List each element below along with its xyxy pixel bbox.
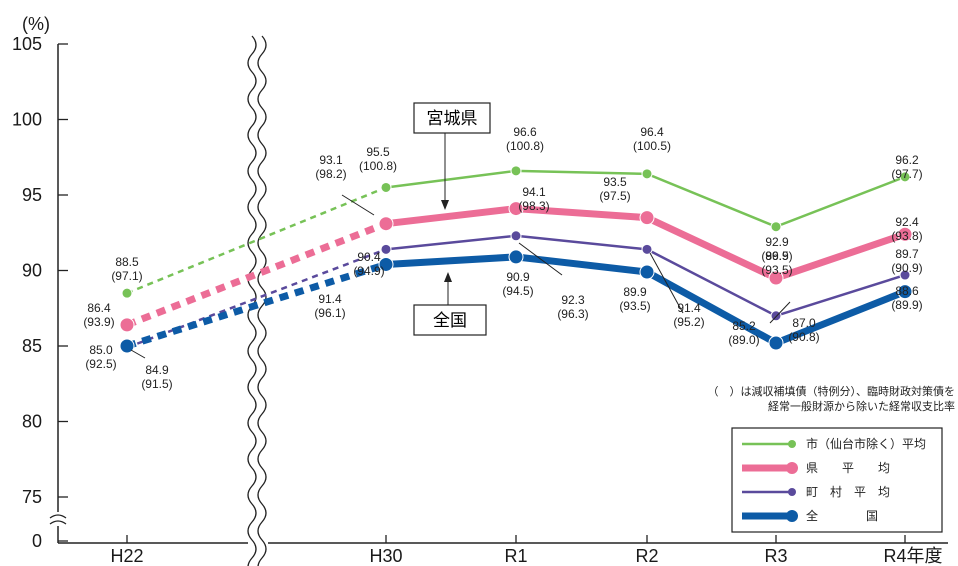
legend-item-shi: 市（仙台市除く）平均 [742,436,926,451]
data-label-ken: 94.1 (98.3) [518,185,549,213]
series-shi-dashed-segment [126,186,387,295]
data-label-shi: 96.2 (97.7) [891,153,922,181]
series-shi [121,165,911,299]
x-axis-break-band [247,34,268,566]
data-label-ken: 86.4 (93.9) [83,301,114,329]
series-ken-point [768,270,784,286]
data-label-shi: 92.9 (96.9) [761,235,792,263]
note-line-2: 経常一般財源から除いた経常収支比率 [768,399,955,413]
data-label-ken: 93.5 (97.5) [599,175,630,203]
series-choson-point [770,310,782,322]
series-ken-point [508,201,524,217]
legend-item-zenkoku: 全 国 [742,508,878,523]
x-tick-label: H22 [110,546,143,566]
legend-marker-ken [786,462,798,474]
data-label-zenkoku: 88.6 (89.9) [891,284,922,312]
leader-line [341,194,375,216]
x-tick-label: R2 [635,546,658,566]
y-tick-label: 0 [32,531,42,551]
callout-miyagi-text: 宮城県 [427,109,478,128]
data-label-zenkoku: 85.0 (92.5) [85,343,116,371]
legend-marker-shi [788,440,796,448]
leader-line [649,252,684,314]
series-ken-point [897,226,913,242]
legend-label-zenkoku: 全 国 [806,508,878,523]
data-label-shi: 95.5 (100.8) [359,145,397,173]
data-label-choson: 89.7 (90.9) [891,247,922,275]
legend-marker-choson [788,488,796,496]
series-shi-point [641,168,653,180]
series-choson-point [380,243,392,255]
data-label-choson: 92.3 (96.3) [557,293,588,321]
series-zenkoku-point [768,335,784,351]
x-tick-label: R1 [504,546,527,566]
series-zenkoku-point [119,338,135,354]
data-label-zenkoku: 89.9 (93.5) [619,285,650,313]
legend-label-choson: 町 村 平 均 [806,485,890,499]
data-label-choson: 91.4 (95.2) [673,301,704,329]
callout-miyagi: 宮城県 [413,102,491,210]
series-shi-point [899,171,911,183]
series-ken-point [639,210,655,226]
leader-line [130,349,146,359]
series-zenkoku-point [508,249,524,265]
y-unit-label: (%) [22,14,50,34]
legend-label-ken: 県 平 均 [806,461,890,475]
leader-line [518,242,563,276]
data-label-zenkoku: 90.4 (94.9) [353,250,384,278]
callout-zenkoku-arrowhead [444,272,452,282]
legend-label-shi: 市（仙台市除く）平均 [806,436,926,451]
data-label-choson: 84.9 (91.5) [141,363,172,391]
y-tick-label: 75 [22,487,42,507]
x-tick-label: H30 [369,546,402,566]
y-tick-label: 105 [12,34,42,54]
series-shi-point [121,287,133,299]
data-label-zenkoku: 90.9 (94.5) [502,270,533,298]
leader-line [769,301,791,324]
series-shi-point [510,165,522,177]
data-label-shi: 96.4 (100.5) [633,125,671,153]
data-label-choson: 91.4 (96.1) [314,292,345,320]
data-label-shi: 96.6 (100.8) [506,125,544,153]
legend-item-ken: 県 平 均 [742,461,890,475]
y-axis-break [49,514,67,525]
series-choson-point [510,230,522,242]
data-label-zenkoku: 85.2 (89.0) [728,319,759,347]
legend-marker-zenkoku [786,510,798,522]
series-ken-point [119,317,135,333]
y-tick-label: 90 [22,261,42,281]
series-shi-point [380,181,392,193]
x-tick-label: R4年度 [883,546,942,566]
series-choson-point [899,269,911,281]
data-label-shi: 88.5 (97.1) [111,255,142,283]
series-zenkoku-point [378,256,394,272]
callout-zenkoku: 全国 [413,272,487,336]
data-label-ken: 92.4 (93.8) [891,215,922,243]
legend: 市（仙台市除く）平均県 平 均町 村 平 均全 国 [731,427,943,533]
series-ken-dashed-segment [125,220,388,329]
series-zenkoku [119,249,913,354]
series-ken-point [378,216,394,232]
series-shi-point [770,221,782,233]
callout-miyagi-arrowhead [441,200,449,210]
x-tick-label: R3 [764,546,787,566]
y-tick-label: 100 [12,110,42,130]
series-zenkoku-point [639,264,655,280]
legend-item-choson: 町 村 平 均 [742,485,890,499]
data-label-ken: 93.1 (98.2) [315,153,346,181]
series-ken [119,201,913,333]
series-zenkoku-dashed-segment [125,261,388,350]
series-choson-dashed-segment [126,248,387,349]
y-tick-label: 95 [22,185,42,205]
y-tick-label: 80 [22,412,42,432]
callout-zenkoku-text: 全国 [433,311,467,330]
data-label-ken: 89.5 (93.5) [761,249,792,277]
data-label-choson: 87.0 (90.8) [788,316,819,344]
series-zenkoku-point [897,284,913,300]
series-choson-point [641,243,653,255]
y-tick-label: 85 [22,336,42,356]
note-line-1: （ ）は減収補填債（特例分）、臨時財政対策債を [708,384,956,398]
